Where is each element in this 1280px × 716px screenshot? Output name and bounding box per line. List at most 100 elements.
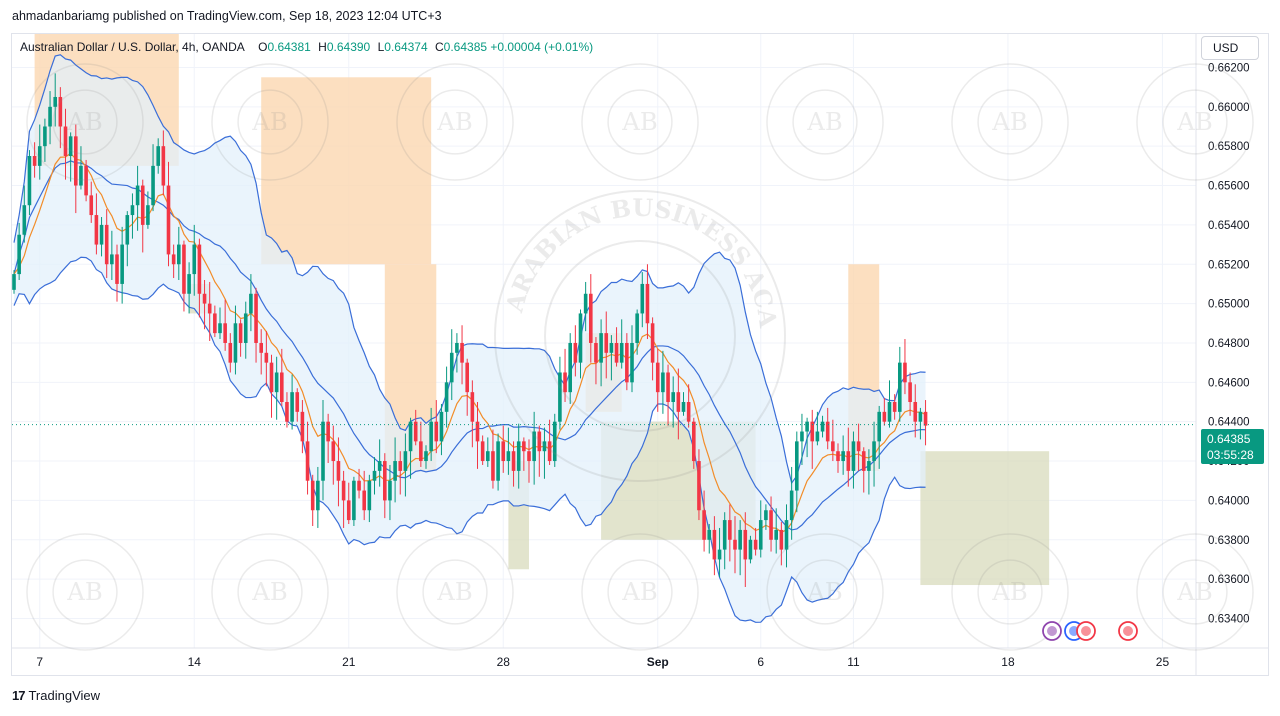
candle-body [22, 205, 27, 235]
candle-body [686, 402, 691, 422]
candle-body [94, 215, 99, 245]
currency-button[interactable]: USD [1201, 36, 1259, 60]
candle-body [156, 146, 160, 166]
watermark-ring [581, 533, 699, 651]
time-tick-label: 11 [847, 655, 860, 669]
candle-body [779, 529, 784, 550]
candle-body [58, 96, 63, 127]
candle-body [480, 441, 485, 462]
candle-body [898, 362, 902, 412]
candle-body [511, 451, 516, 471]
candle-body [419, 441, 423, 462]
candle-body [614, 342, 619, 363]
symbol-title[interactable]: Australian Dollar / U.S. Dollar, 4h, OAN… [20, 40, 245, 54]
price-tick-label: 0.63800 [1208, 535, 1250, 547]
candle-body [681, 402, 686, 412]
candle-body [68, 136, 73, 157]
candle-body [697, 461, 701, 511]
candle-body [872, 441, 876, 462]
candle-body [321, 421, 325, 481]
watermark-monogram: AB [806, 107, 843, 136]
price-tick-label: 0.65800 [1208, 141, 1250, 153]
watermark-inner-ring [977, 559, 1043, 625]
candle-body [748, 539, 753, 560]
bar-countdown: 03:55:28 [1207, 448, 1254, 462]
candle-body [661, 372, 665, 393]
candle-body [424, 451, 428, 462]
open-value: 0.64381 [267, 40, 311, 54]
candle-body [290, 392, 294, 422]
candle-body [254, 293, 258, 343]
watermark-monogram: AB [991, 577, 1028, 606]
price-tick-label: 0.64600 [1208, 377, 1250, 389]
time-axis: 7 14 21 28 Sep 6 11 18 25 [36, 655, 1169, 669]
candle-body [743, 529, 748, 560]
candle-body [609, 342, 614, 353]
watermark-ring [766, 63, 884, 181]
candle-body [89, 195, 94, 216]
open-label: O [258, 40, 268, 54]
candle-body [810, 421, 815, 442]
watermark-inner-ring [607, 89, 673, 155]
candle-body [63, 126, 68, 157]
candle-body [104, 224, 109, 265]
watermark-ring [766, 533, 884, 651]
close-label: C [435, 40, 444, 54]
candle-body [923, 411, 928, 426]
ohlc-legend: Australian Dollar / U.S. Dollar, 4h, OAN… [20, 40, 593, 54]
watermark-inner-ring [237, 559, 303, 625]
high-value: 0.64390 [326, 40, 371, 54]
candle-body [887, 402, 892, 422]
candle-body [795, 441, 799, 491]
candle-body [583, 293, 588, 314]
candle-body [625, 342, 629, 383]
candle-body [37, 146, 42, 166]
last-price-value: 0.64385 [1207, 432, 1251, 446]
candle-body [32, 156, 37, 166]
candle-body [537, 431, 542, 452]
lightning-event-icon-fill [1047, 626, 1057, 636]
footer-brand[interactable]: TradingView [28, 688, 101, 703]
candle-body [820, 421, 825, 432]
supply-zone [261, 77, 432, 265]
tradingview-logo-icon[interactable]: 17 [12, 688, 26, 703]
watermark-inner-ring [52, 559, 118, 625]
candle-body [594, 342, 598, 363]
candle-body [841, 451, 845, 462]
watermark-monogram: AB [436, 107, 473, 136]
candle-body [413, 421, 418, 442]
candle-body [146, 205, 150, 225]
candle-body [305, 441, 310, 481]
watermark-monogram: AB [621, 107, 658, 136]
candle-body [346, 500, 351, 521]
candle-body [836, 451, 840, 462]
candle-body [238, 323, 243, 343]
watermark-inner-ring [422, 559, 488, 625]
watermark-monogram: AB [66, 577, 103, 606]
candle-body [233, 323, 238, 363]
candle-body [702, 510, 706, 540]
candle-body [449, 352, 454, 383]
candle-body [542, 441, 547, 452]
candle-body [74, 136, 78, 186]
candle-body [455, 342, 459, 353]
watermark-inner-ring [607, 559, 673, 625]
candle-body [331, 441, 336, 462]
watermark-ring [1136, 63, 1254, 181]
candle-body [17, 234, 21, 275]
price-tick-label: 0.64400 [1208, 417, 1250, 429]
price-tick-label: 0.65000 [1208, 299, 1250, 311]
candle-body [444, 382, 449, 412]
candle-body [867, 461, 871, 471]
watermark-monogram: AB [1176, 107, 1213, 136]
candle-body [352, 480, 356, 521]
candle-body [666, 372, 670, 403]
candle-body [717, 549, 722, 560]
candles [12, 73, 928, 587]
candle-body [161, 146, 166, 186]
candle-body [491, 451, 495, 481]
price-tick-label: 0.65600 [1208, 181, 1250, 193]
candle-body [388, 480, 392, 501]
candle-body [758, 520, 763, 550]
